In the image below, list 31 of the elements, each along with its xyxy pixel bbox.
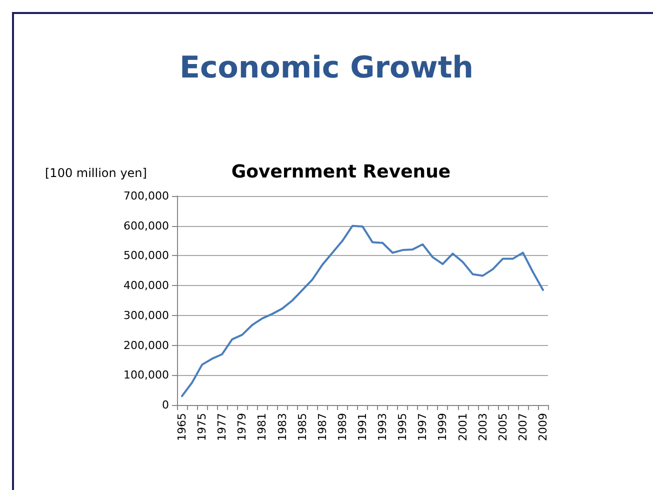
x-tick-label: 1993	[376, 413, 390, 441]
x-tick-label: 2005	[496, 413, 510, 441]
y-tick-label: 0	[162, 398, 169, 412]
x-tick-label: 1995	[396, 413, 410, 441]
y-tick-label: 600,000	[124, 219, 169, 232]
y-tick-label: 300,000	[124, 308, 169, 322]
x-tick-label: 1977	[216, 413, 229, 441]
line-series	[181, 224, 544, 398]
y-tick-label: 200,000	[124, 338, 169, 352]
chart-title: Economic Growth	[179, 50, 474, 86]
x-tick-label: 1981	[256, 413, 269, 441]
x-tick-label: 1987	[316, 413, 329, 441]
x-tick-label: 1965	[176, 413, 189, 441]
x-tick-label: 2001	[456, 413, 470, 441]
x-tick-label: 1997	[416, 413, 430, 441]
y-tick-label: 100,000	[124, 368, 169, 382]
x-tick-label: 1999	[436, 413, 450, 441]
x-tick-label: 1983	[276, 413, 289, 441]
y-tick-label: 700,000	[124, 190, 169, 202]
x-tick-label: 1985	[296, 413, 309, 441]
x-tick-label: 1975	[196, 413, 209, 441]
x-tick-label: 1991	[356, 413, 369, 441]
chart-subtitle: Government Revenue	[231, 162, 451, 182]
y-tick-label: 500,000	[124, 249, 169, 262]
y-tick-label: 400,000	[124, 279, 169, 292]
x-tick-label: 2007	[516, 413, 530, 441]
x-tick-label: 2009	[536, 413, 550, 441]
x-tick-label: 1979	[236, 413, 249, 441]
x-tick-label: 2003	[476, 413, 490, 441]
x-tick-label: 1989	[336, 413, 349, 441]
y-axis-title: [100 million yen]	[45, 166, 147, 180]
